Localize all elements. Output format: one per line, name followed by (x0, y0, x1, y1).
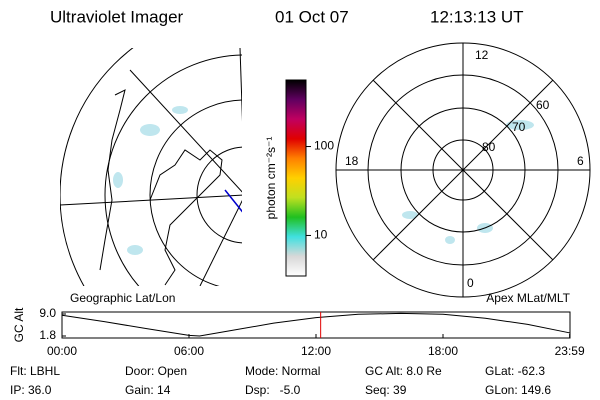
x-tick-label: 18:00 (428, 344, 458, 358)
colorbar (285, 79, 307, 277)
apex-caption: Apex MLat/MLT (486, 291, 570, 305)
geo-caption: Geographic Lat/Lon (70, 291, 175, 305)
altitude-line (61, 312, 571, 337)
mlat-label: 60 (536, 98, 550, 112)
colorbar-tick-label: 100 (314, 139, 334, 153)
mlt-label: 18 (345, 154, 359, 168)
polar-grid (335, 42, 591, 298)
info-field: GLon: 149.6 (485, 383, 551, 397)
info-field: Mode: Normal (245, 364, 320, 378)
mlat-label: 70 (512, 120, 526, 134)
mlat-label: 80 (482, 140, 496, 154)
colorbar-label: photon cm⁻²s⁻¹ (264, 137, 278, 220)
y-tick-label: 1.8 (39, 328, 56, 342)
instrument: Ultraviolet Imager (50, 7, 184, 26)
x-tick-label: 12:00 (301, 344, 331, 358)
info-field: GLat: -62.3 (485, 364, 545, 378)
mlt-label: 6 (577, 154, 584, 168)
geo-map (60, 48, 242, 286)
mlt-label: 0 (467, 276, 474, 290)
y-tick-label: 9.0 (39, 306, 56, 320)
info-field: Dsp: -5.0 (245, 383, 301, 397)
info-field: GC Alt: 8.0 Re (365, 364, 442, 378)
info-field: Door: Open (125, 364, 187, 378)
time: 12:13:13 UT (430, 7, 524, 26)
info-field: Seq: 39 (365, 383, 407, 397)
x-tick-label: 06:00 (174, 344, 204, 358)
info-field: IP: 36.0 (10, 383, 52, 397)
info-field: Gain: 14 (125, 383, 171, 397)
colorbar-tick-label: 10 (314, 228, 328, 242)
x-tick-label: 23:59 (555, 344, 585, 358)
info-field: Flt: LBHL (10, 364, 60, 378)
x-tick-label: 00:00 (47, 344, 77, 358)
altitude-ylabel: GC Alt (12, 307, 26, 342)
date: 01 Oct 07 (275, 7, 349, 26)
mlt-label: 12 (475, 48, 489, 62)
